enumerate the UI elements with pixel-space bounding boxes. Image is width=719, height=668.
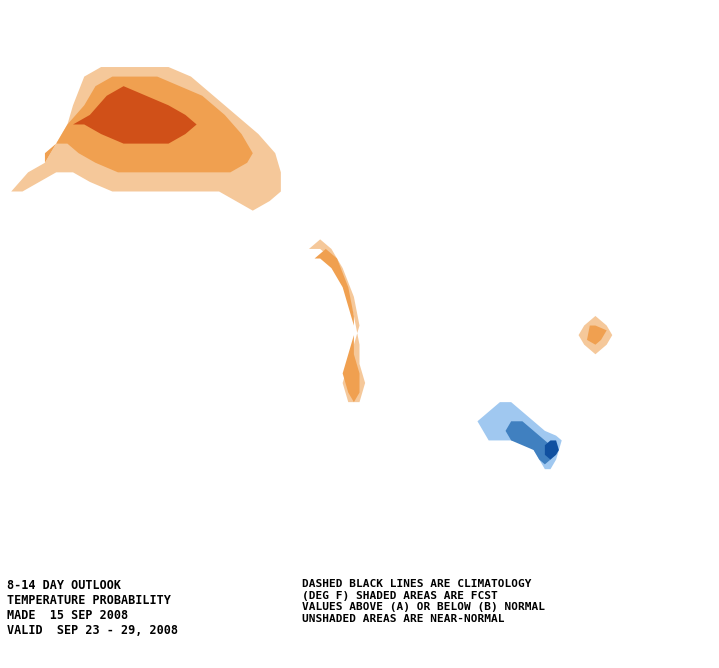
Polygon shape	[45, 77, 253, 172]
Polygon shape	[477, 402, 562, 469]
Polygon shape	[315, 249, 360, 402]
Polygon shape	[579, 316, 613, 354]
Polygon shape	[545, 440, 559, 460]
Polygon shape	[12, 67, 281, 210]
Text: 8-14 DAY OUTLOOK
TEMPERATURE PROBABILITY
MADE  15 SEP 2008
VALID  SEP 23 - 29, 2: 8-14 DAY OUTLOOK TEMPERATURE PROBABILITY…	[7, 579, 178, 637]
Polygon shape	[505, 422, 556, 464]
Polygon shape	[587, 325, 607, 345]
Text: DASHED BLACK LINES ARE CLIMATOLOGY
(DEG F) SHADED AREAS ARE FCST
VALUES ABOVE (A: DASHED BLACK LINES ARE CLIMATOLOGY (DEG …	[302, 579, 545, 624]
Polygon shape	[73, 86, 196, 144]
Polygon shape	[309, 239, 365, 402]
